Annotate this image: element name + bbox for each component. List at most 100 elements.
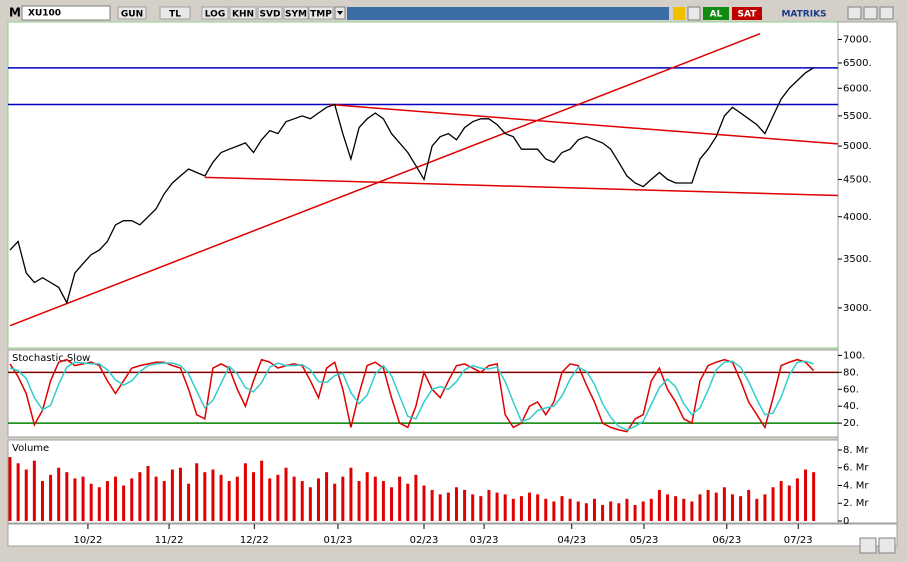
volume-bar (349, 467, 353, 521)
volume-bar (146, 465, 150, 521)
y-tick-label: 6000. (843, 83, 872, 94)
volume-bar (503, 494, 507, 521)
trend-line (329, 103, 839, 145)
volume-bar (406, 483, 410, 521)
sell-label[interactable]: SAT (738, 10, 758, 20)
y-tick-label: 7000. (843, 34, 872, 45)
volume-bar (446, 492, 450, 521)
volume-bar (333, 483, 337, 521)
y-tick-label: 5500. (843, 111, 872, 122)
volume-bar (519, 496, 523, 521)
y-tick-label: 20. (843, 418, 859, 429)
y-tick-label: 2. Mr (843, 498, 869, 509)
y-tick-label: 4000. (843, 212, 872, 223)
x-tick-label: 11/22 (155, 535, 184, 546)
y-tick-label: 3500. (843, 254, 872, 265)
volume-bar (227, 481, 231, 521)
symbol[interactable]: XU100 (28, 9, 61, 19)
volume-bar (722, 487, 726, 521)
volume-bar (276, 474, 280, 521)
volume-bar (511, 498, 515, 521)
toolbar-button[interactable] (159, 6, 191, 20)
volume-bar (138, 472, 142, 521)
volume-bar (373, 476, 377, 521)
volume-bar (787, 485, 791, 521)
volume-bar (16, 463, 20, 521)
volume-bar (592, 498, 596, 521)
volume-bar (568, 498, 572, 521)
y-tick-label: 40. (843, 401, 859, 412)
volume-bar (576, 501, 580, 521)
icon[interactable] (673, 7, 685, 20)
volume-bar (812, 472, 816, 521)
toolbar-button-label[interactable]: KHN (232, 10, 254, 20)
x-tick-label: 05/23 (630, 535, 659, 546)
buy-label[interactable]: AL (710, 10, 723, 20)
volume-bar (154, 476, 158, 521)
volume-bar (536, 494, 540, 521)
volume-bar (178, 467, 182, 521)
volume-bar (341, 476, 345, 521)
volume-bar (552, 501, 556, 521)
toolbar-button[interactable] (308, 6, 334, 20)
volume-bar (763, 494, 767, 521)
close[interactable] (879, 6, 894, 20)
x-tick-label: 10/22 (74, 535, 103, 546)
data-line (9, 358, 815, 433)
toolbar-button-label[interactable]: GUN (121, 10, 143, 20)
toolbar-button[interactable] (257, 6, 283, 20)
sell-button[interactable] (732, 7, 762, 20)
volume-bar (479, 496, 483, 521)
toolbar-button-label[interactable]: SVD (260, 10, 281, 20)
volume-bar (804, 469, 808, 521)
volume-bar (97, 487, 101, 521)
toolbar-button-label[interactable]: SYM (285, 10, 307, 20)
volume-bar (625, 498, 629, 521)
volume-bar (162, 481, 166, 521)
icon[interactable] (687, 6, 701, 21)
volume-bar (641, 501, 645, 521)
volume-bar (414, 474, 418, 521)
volume-bar (40, 481, 44, 521)
scroll-button[interactable] (859, 537, 877, 554)
y-tick-label: 80. (843, 367, 859, 378)
toolbar-button-label[interactable]: TMP (310, 10, 332, 20)
y-tick-label: 100. (843, 350, 865, 361)
volume-bar (203, 472, 207, 521)
volume-bar (114, 476, 118, 521)
scroll-button[interactable] (878, 537, 896, 554)
toolbar-button[interactable] (201, 6, 229, 20)
maximize[interactable] (863, 6, 878, 20)
buy-button[interactable] (703, 7, 729, 20)
volume-bar (390, 487, 394, 521)
volume-bar (235, 476, 239, 521)
toolbar-button[interactable] (283, 6, 309, 20)
volume-bar (211, 469, 215, 521)
toolbar-button[interactable] (117, 6, 147, 20)
y-tick-label: 5000. (843, 141, 872, 152)
x-tick-label: 12/22 (240, 535, 269, 546)
volume-bar (284, 467, 288, 521)
symbol-box[interactable] (21, 5, 111, 21)
dropdown-arrow (337, 11, 343, 15)
x-tick-label: 07/23 (784, 535, 813, 546)
volume-bar (105, 481, 109, 521)
volume-bar (398, 476, 402, 521)
volume-bar (617, 503, 621, 521)
volume-bar (601, 505, 605, 521)
volume-bar (73, 478, 77, 521)
toolbar-button-label[interactable]: TL (169, 10, 181, 20)
toolbar-button[interactable] (229, 6, 257, 20)
toolbar-button-label[interactable]: LOG (205, 10, 225, 20)
menu-letter[interactable]: M (9, 6, 21, 20)
volume-bar (32, 460, 36, 521)
volume-bar (8, 457, 12, 521)
trend-line (9, 33, 761, 327)
x-tick-label: 02/23 (410, 535, 439, 546)
volume-bar (690, 501, 694, 521)
data-line (9, 360, 814, 431)
x-tick-label: 01/23 (324, 535, 353, 546)
volume-bar (268, 478, 272, 521)
volume-bar (714, 492, 718, 521)
minimize[interactable] (847, 6, 862, 20)
